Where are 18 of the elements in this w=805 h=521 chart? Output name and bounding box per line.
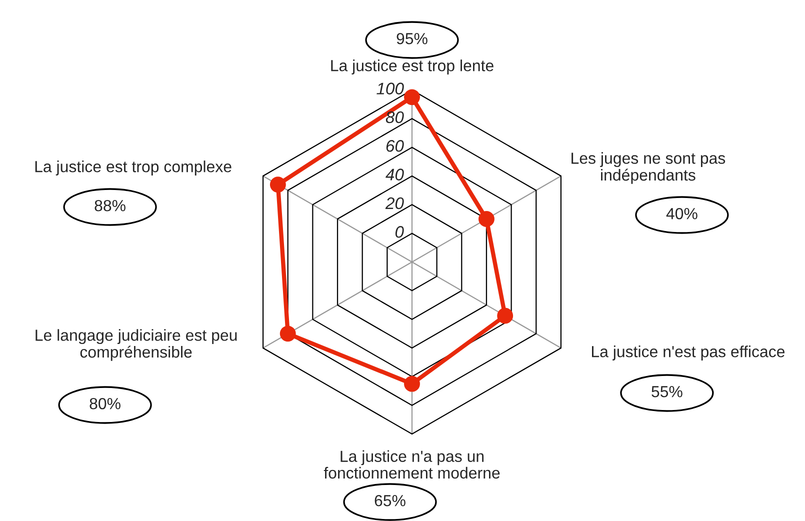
y-tick-label: 60 — [386, 140, 404, 152]
spoke-label: La justice n'a pas un fonctionnement moderne — [324, 450, 500, 479]
text: 55% — [652, 386, 682, 398]
y-tick-label: 100 — [376, 82, 404, 94]
spoke-label: Les juges ne sont pas indépendants — [572, 152, 726, 184]
text: 40% — [666, 208, 698, 220]
spoke-label: La justice est trop lente — [331, 60, 494, 74]
text: 88% — [94, 200, 126, 212]
spoke-label: La justice est trop complexe — [35, 160, 232, 176]
y-tick-label: 80 — [386, 111, 404, 124]
text: 65% — [374, 494, 406, 506]
spoke-label: La justice n'est pas efficace — [592, 346, 785, 360]
spoke-label: Le langage judiciaire est peu compréhensible — [36, 329, 237, 361]
y-tick-label: 20 — [385, 197, 404, 210]
y-tick-label: 0 — [395, 226, 404, 238]
text: 80% — [90, 398, 120, 410]
y-tick-label: 40 — [386, 168, 404, 180]
text: 95% — [396, 32, 428, 44]
